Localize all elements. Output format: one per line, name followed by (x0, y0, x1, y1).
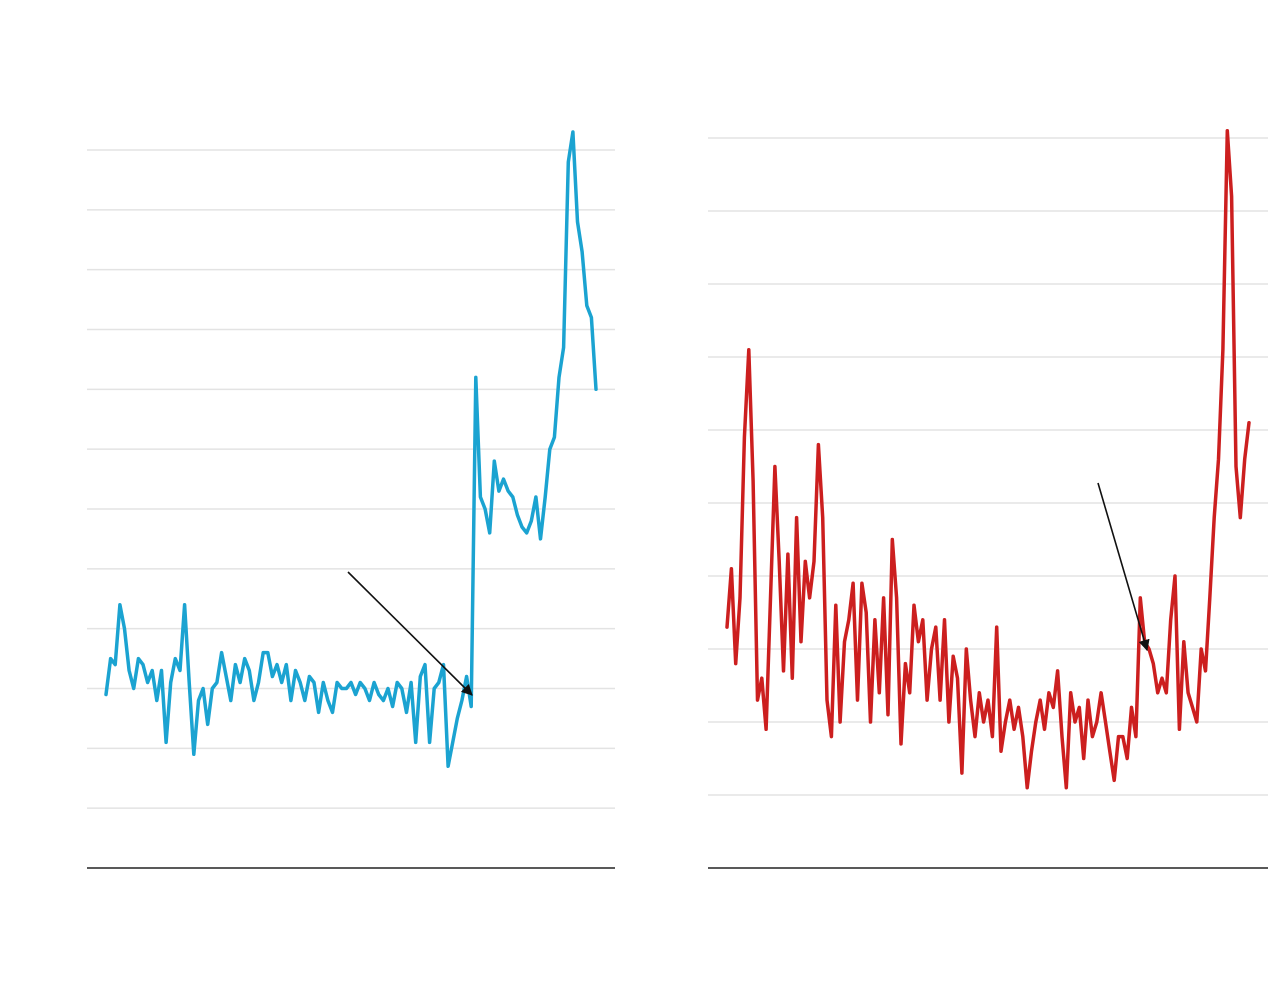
annotation-arrow (347, 571, 473, 696)
series-line (104, 130, 598, 769)
annotation-arrow (1097, 482, 1150, 652)
series-line (725, 128, 1251, 790)
